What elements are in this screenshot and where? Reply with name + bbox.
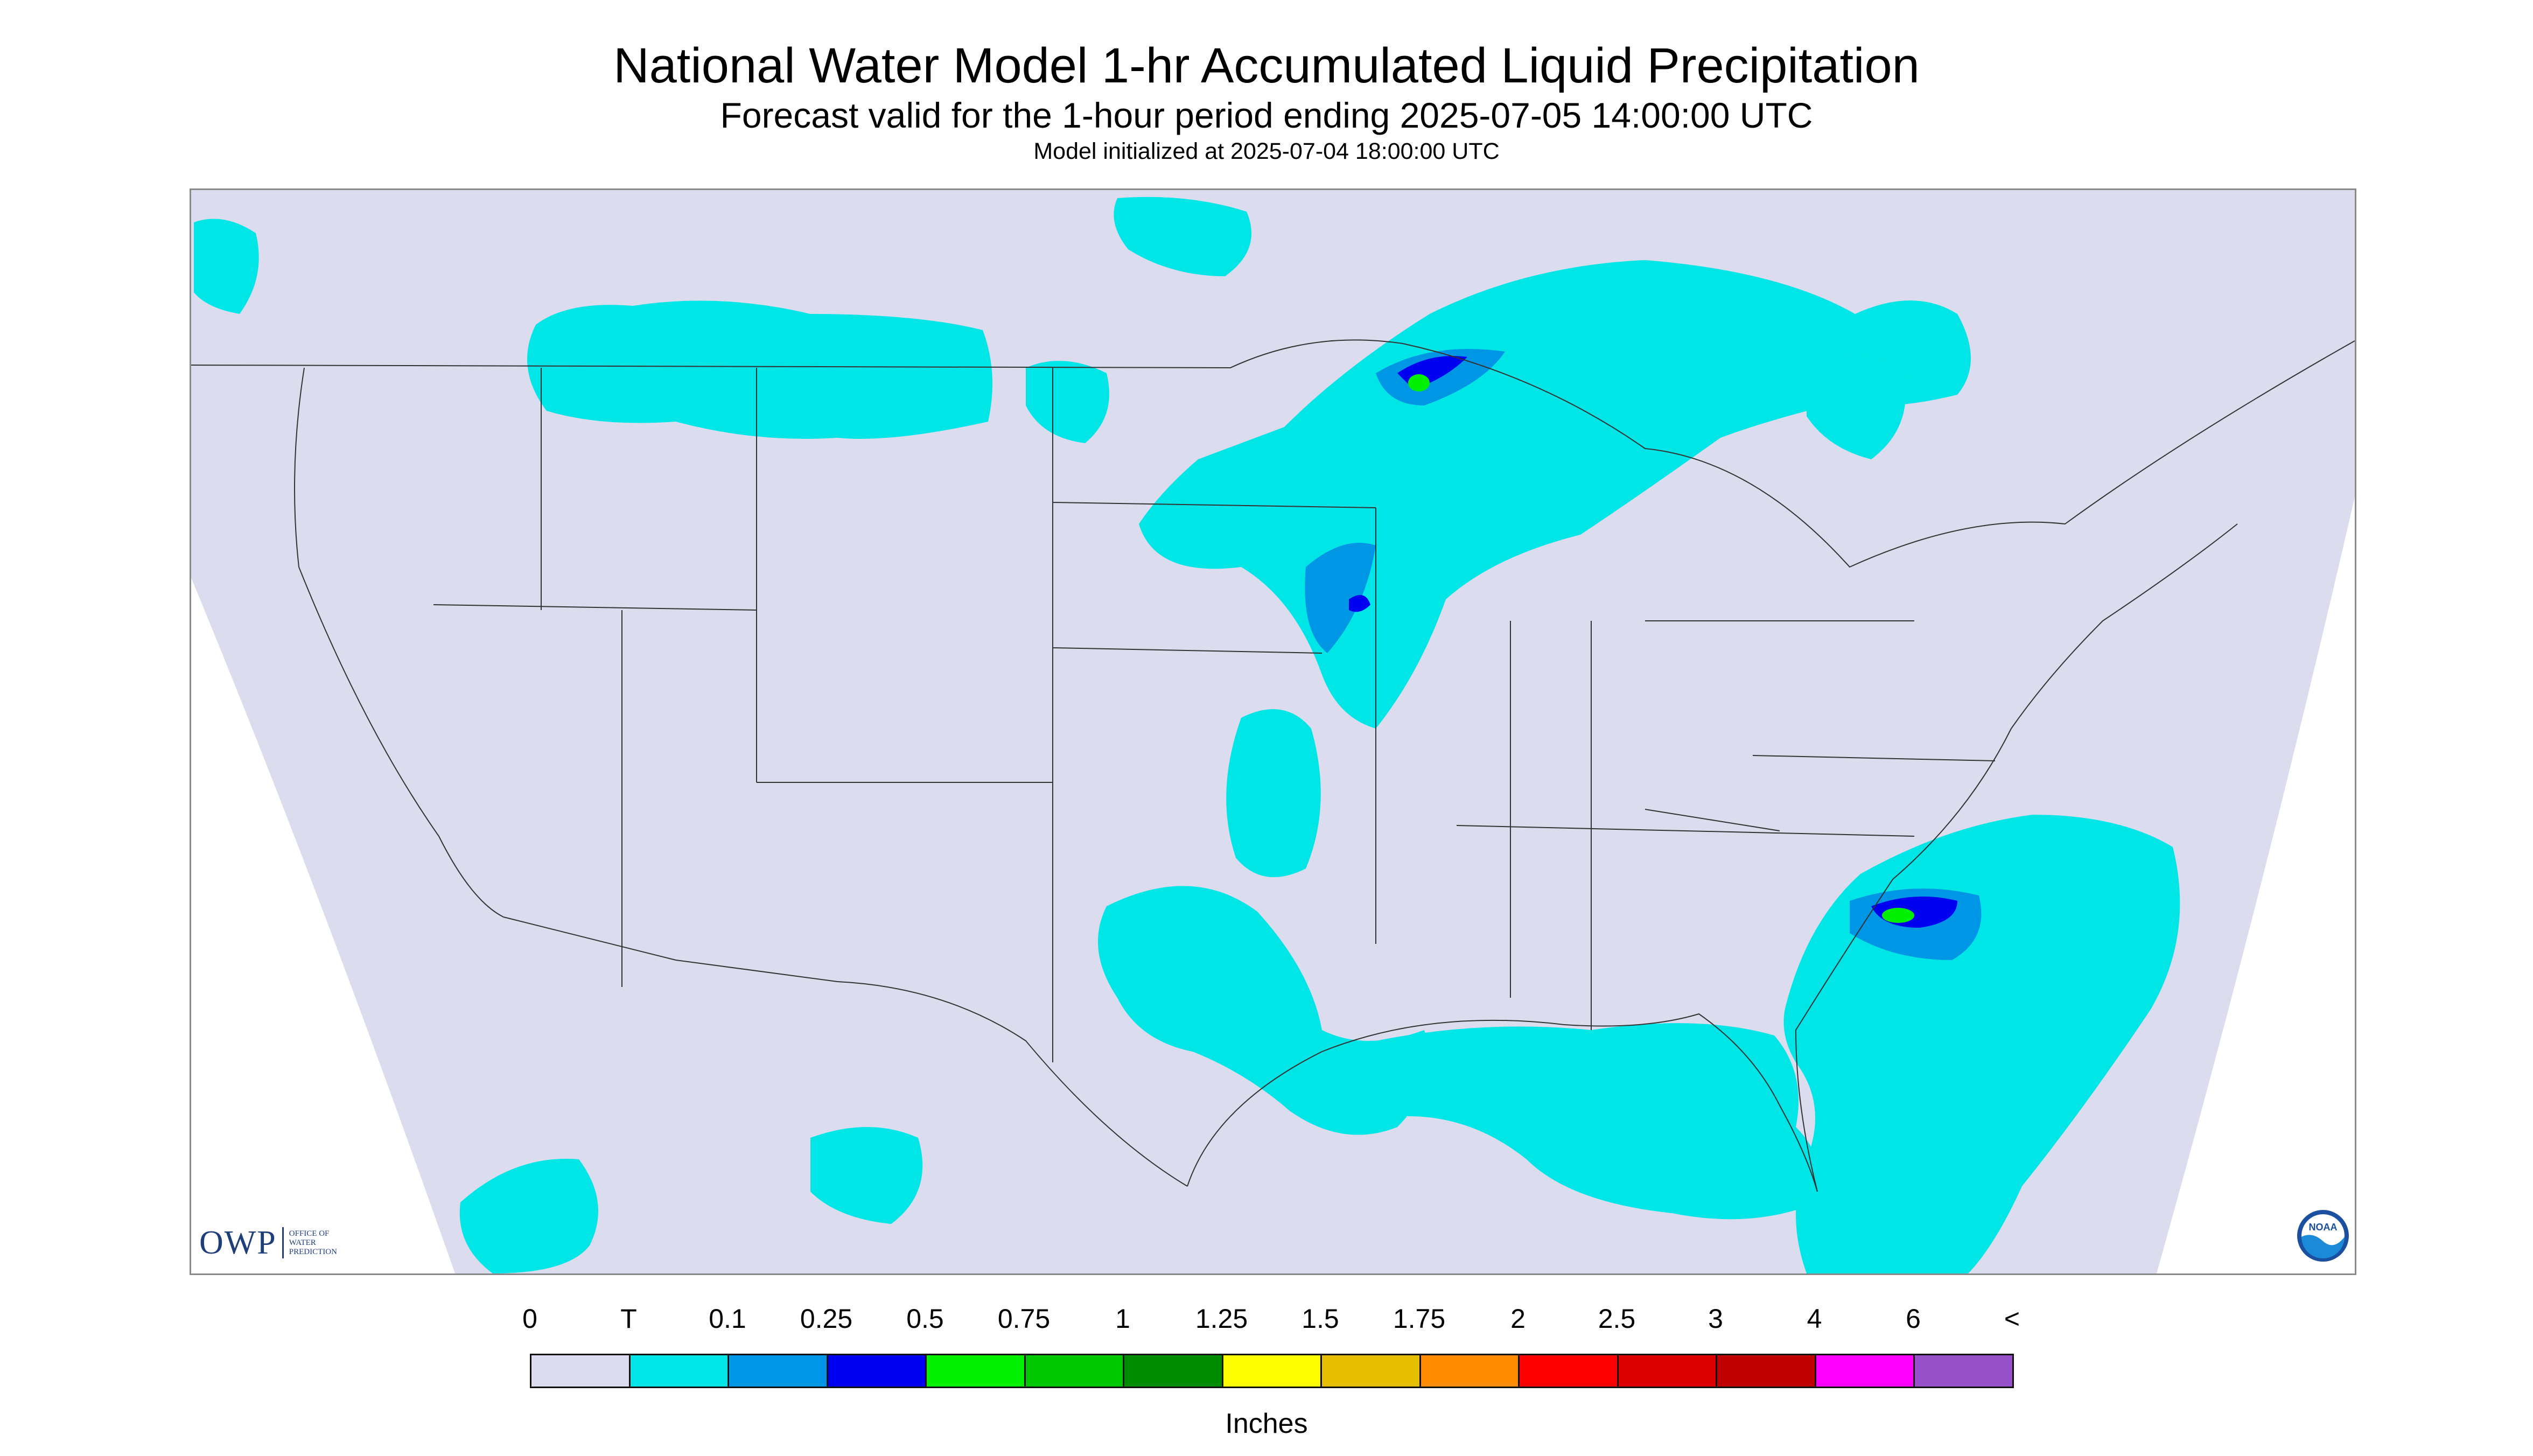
legend-swatch (1320, 1354, 1421, 1388)
owp-logo: OWP OFFICE OF WATER PREDICTION (199, 1223, 337, 1262)
legend-label: 3 (1708, 1304, 1723, 1334)
svg-text:NOAA: NOAA (2309, 1222, 2338, 1233)
us-west-coast (294, 367, 504, 918)
legend-label: 4 (1807, 1304, 1822, 1334)
legend-swatch (1716, 1354, 1816, 1388)
precipitation-map (190, 188, 2356, 1275)
precip-heavy-lake-superior (1408, 374, 1430, 391)
owp-logo-text: OWP (199, 1224, 277, 1261)
legend-swatch (1123, 1354, 1223, 1388)
noaa-logo: NOAA (2297, 1210, 2349, 1262)
legend-swatch (1024, 1354, 1124, 1388)
political-boundaries (191, 339, 2355, 1192)
precip-area-southeast-gulf (1374, 1023, 1820, 1220)
precip-area-northern-rockies (527, 300, 992, 439)
map-canvas (191, 190, 2355, 1273)
legend-swatch (1814, 1354, 1915, 1388)
legend-label: < (2004, 1304, 2020, 1334)
legend-label: 0.5 (906, 1304, 944, 1334)
legend-label: 1.75 (1393, 1304, 1446, 1334)
legend-units: Inches (1225, 1408, 1308, 1439)
legend-label: 1.25 (1195, 1304, 1248, 1334)
us-mexico-border (503, 916, 1188, 1187)
precip-area-gulf-of-california (459, 1159, 598, 1273)
atlantic-coast (1795, 523, 2238, 1192)
legend-label: 1 (1115, 1304, 1130, 1334)
legend-label: 1.5 (1302, 1304, 1339, 1334)
precip-area-canada-prairies (1114, 197, 1251, 276)
precipitation-heavy-areas (1408, 374, 1914, 923)
legend-swatch (628, 1354, 729, 1388)
state-lines-east (1375, 508, 1996, 1030)
precip-area-ontario-quebec (1807, 354, 1906, 459)
us-canada-border (191, 339, 2355, 568)
precip-area-northern-plains (1026, 361, 1109, 443)
precip-area-mexico (810, 1127, 923, 1224)
model-init-line: Model initialized at 2025-07-04 18:00:00… (1033, 138, 1500, 164)
precip-area-texas (1098, 886, 1429, 1135)
legend-label: 6 (1906, 1304, 1921, 1334)
precip-area-pacific-northwest (194, 219, 259, 314)
legend-label: 0.25 (800, 1304, 853, 1334)
precip-light-iowa (1305, 543, 1376, 653)
owp-logo-line-2: WATER (289, 1238, 316, 1247)
legend-swatch (925, 1354, 1026, 1388)
legend-swatch (727, 1354, 828, 1388)
legend-label: 0 (522, 1304, 537, 1334)
forecast-valid-subtitle: Forecast valid for the 1-hour period end… (720, 95, 1813, 135)
legend-swatch (1617, 1354, 1717, 1388)
precip-moderate-iowa (1349, 595, 1370, 612)
legend-label: 2 (1510, 1304, 1526, 1334)
legend-swatch (1419, 1354, 1520, 1388)
owp-logo-line-3: PREDICTION (289, 1247, 337, 1256)
legend-swatch (1913, 1354, 2014, 1388)
legend-label: 0.1 (709, 1304, 746, 1334)
precip-heavy-atlantic (1882, 908, 1914, 923)
legend-label: 0.75 (997, 1304, 1051, 1334)
legend-label: 2.5 (1598, 1304, 1636, 1334)
precip-area-southern-plains (1226, 709, 1321, 877)
legend-label: T (620, 1304, 637, 1334)
legend-swatch (826, 1354, 927, 1388)
state-lines-west (433, 368, 1376, 1062)
legend-swatch (530, 1354, 631, 1388)
gulf-coast (1187, 1013, 1818, 1192)
legend-swatch (1221, 1354, 1322, 1388)
legend-swatch (1518, 1354, 1619, 1388)
owp-logo-line-1: OFFICE OF (289, 1229, 330, 1238)
map-title: National Water Model 1-hr Accumulated Li… (613, 38, 1920, 93)
